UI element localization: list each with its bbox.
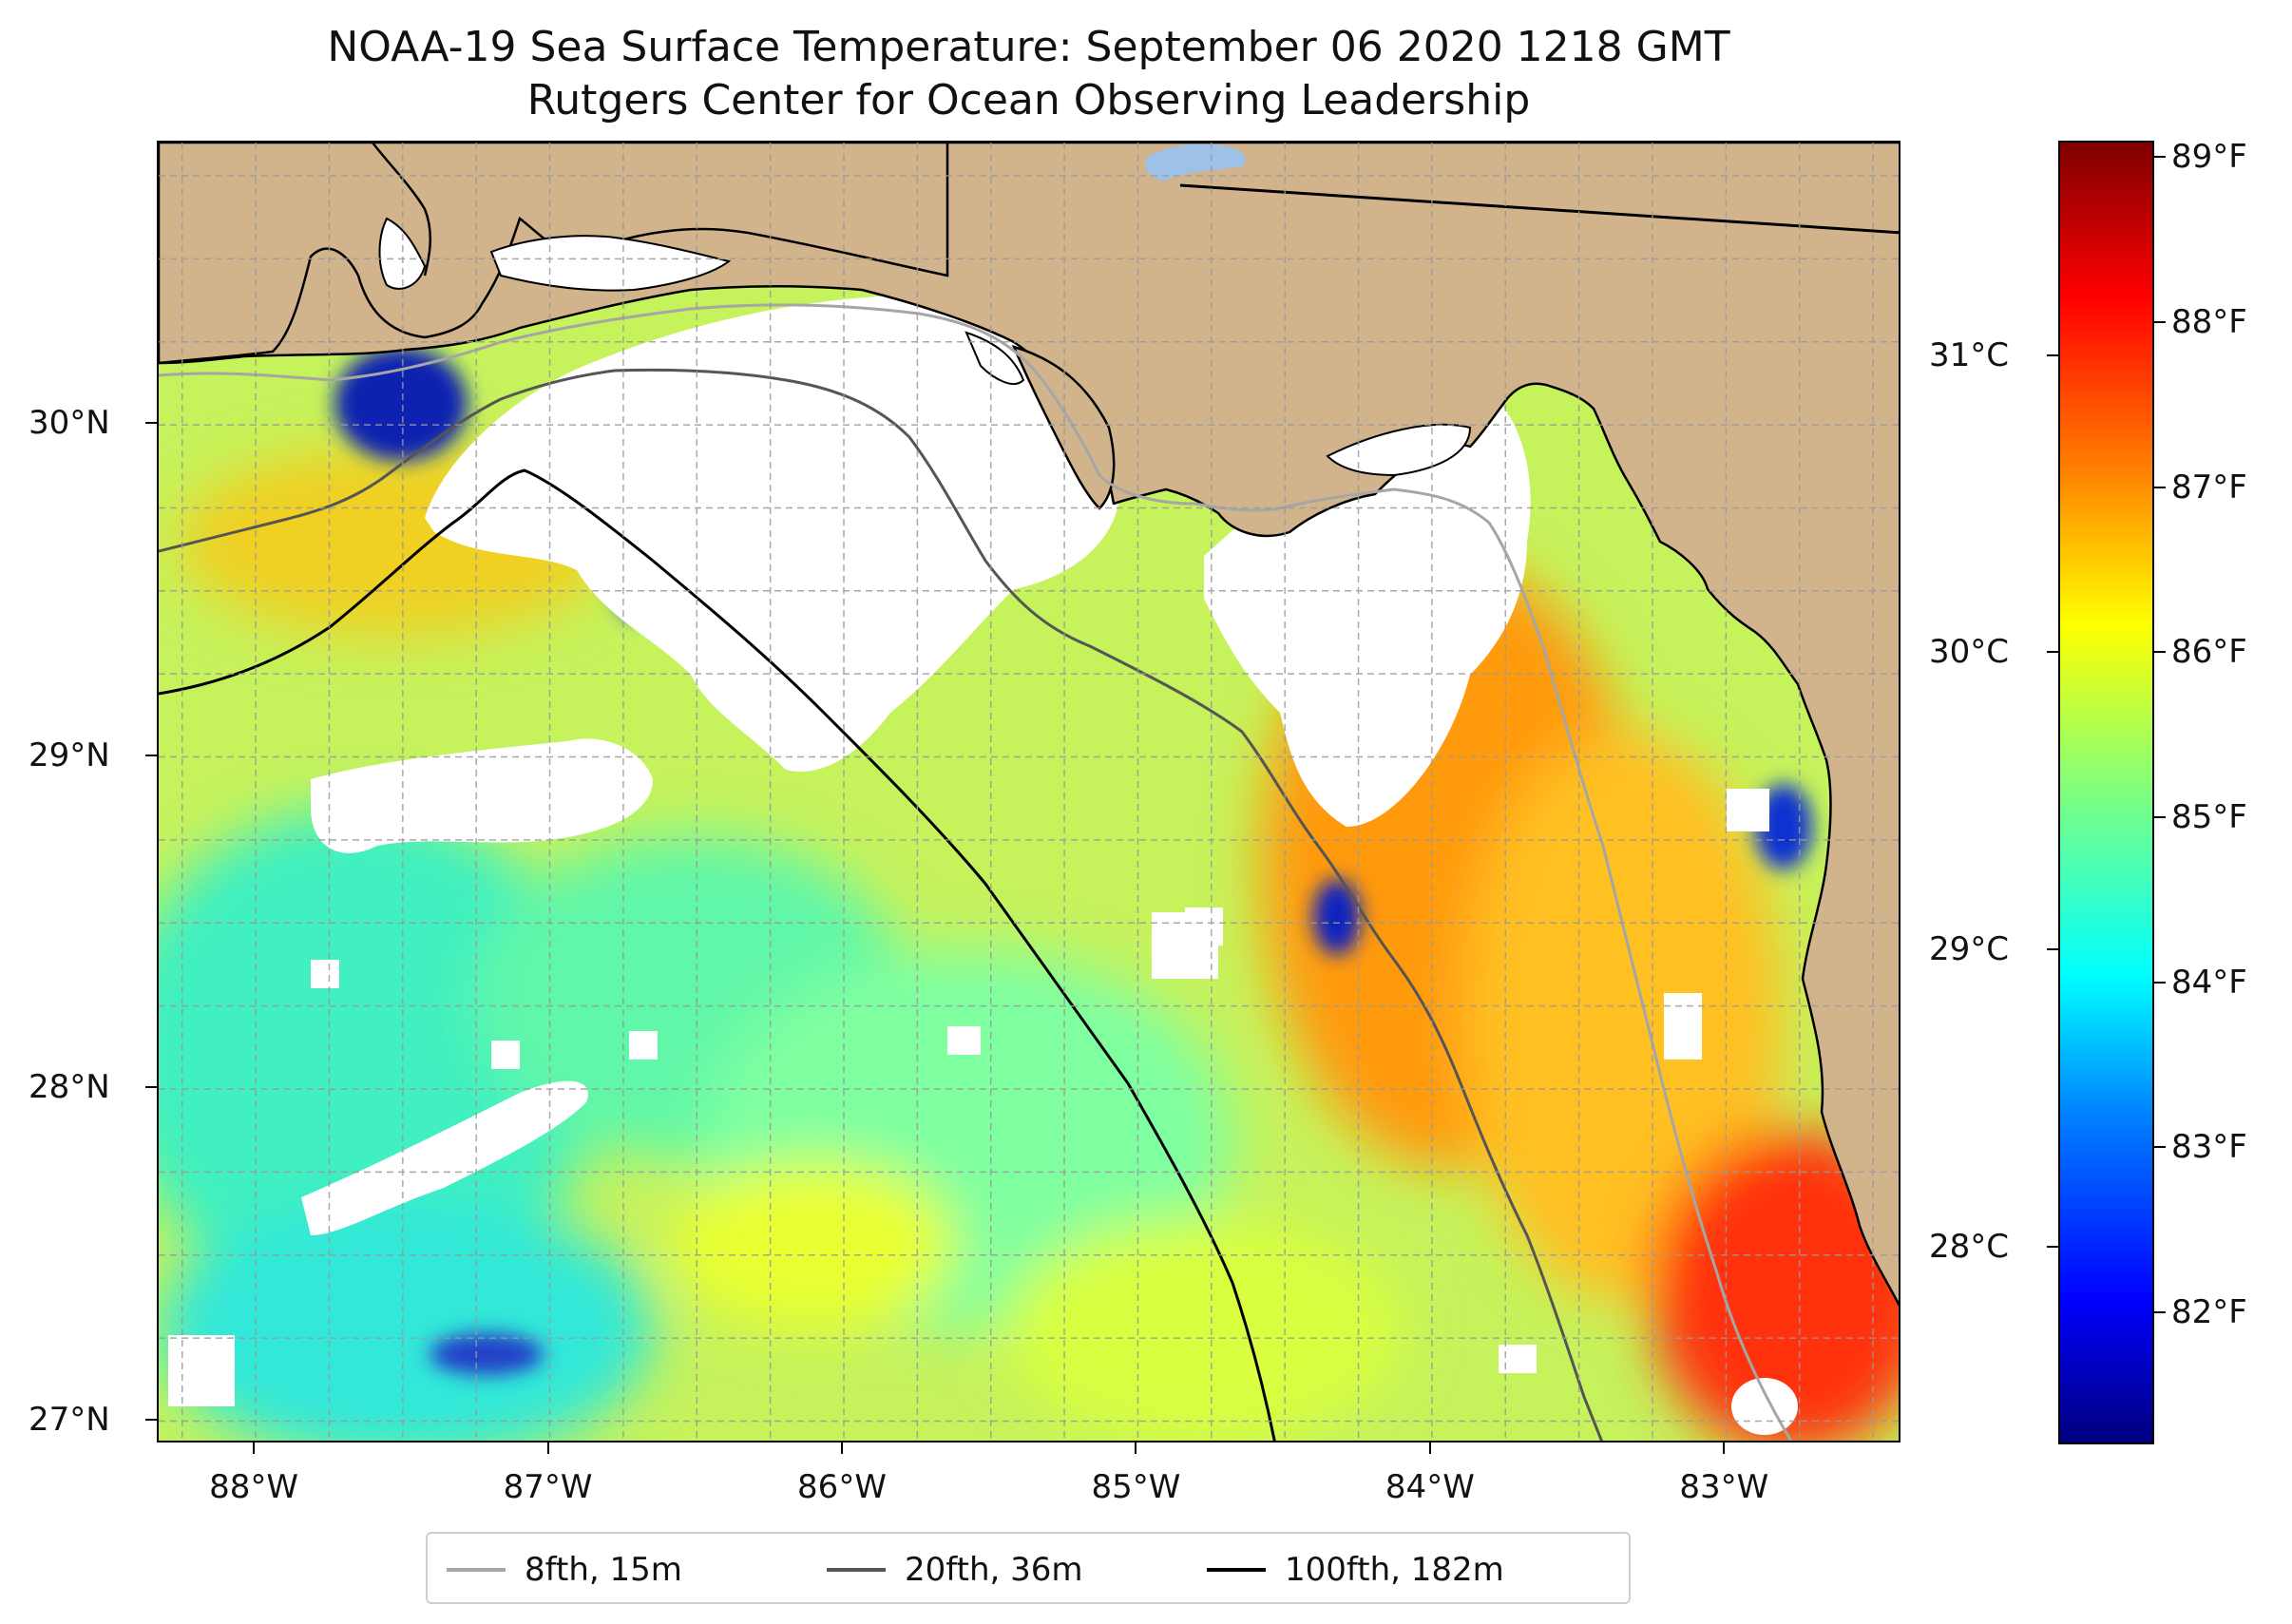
legend-label: 8fth, 15m (525, 1551, 682, 1589)
colorbar-f-label: 83°F (2171, 1128, 2247, 1167)
cloud-southwest-band (301, 1080, 588, 1235)
longitude-label: 83°W (1679, 1468, 1769, 1506)
bay-mobile (378, 217, 427, 290)
latitude-tick (145, 422, 157, 425)
longitude-tick (841, 1442, 843, 1454)
colorbar-f-tick (2154, 321, 2166, 324)
legend-label: 20fth, 36m (905, 1551, 1083, 1589)
contour-20fth (159, 368, 1604, 1441)
bays (378, 217, 1472, 477)
cloud-patch-c (1664, 993, 1702, 1060)
latitude-tick (145, 1418, 157, 1421)
colorbar-f-tick (2154, 981, 2166, 984)
colorbar-f-label: 88°F (2171, 303, 2247, 342)
hot-water-southeast (1651, 1131, 1899, 1441)
bay-apalachicola (1326, 423, 1472, 477)
colorbar-f-tick (2154, 486, 2166, 488)
cloud-patch-h (629, 1031, 658, 1060)
cold-patch-south (430, 1333, 544, 1375)
longitude-tick (1135, 1442, 1137, 1454)
legend-swatch (447, 1568, 506, 1572)
colorbar-c-label: 29°C (1929, 929, 2010, 968)
legend-swatch (827, 1568, 886, 1572)
colorbar-c-label: 28°C (1929, 1227, 2010, 1266)
warm-water-shelf (1461, 732, 1784, 1302)
longitude-tick (253, 1442, 256, 1454)
longitude-tick (1428, 1442, 1431, 1454)
colorbar-c-tick (2047, 353, 2058, 356)
colorbar-f-label: 86°F (2171, 633, 2247, 672)
latitude-tick (145, 1086, 157, 1089)
cloud-patch-a (705, 518, 772, 570)
longitude-label: 87°W (503, 1468, 593, 1506)
latitude-label: 27°N (29, 1400, 110, 1439)
chart-subtitle: Rutgers Center for Ocean Observing Leade… (526, 76, 1531, 124)
colorbar-f-label: 85°F (2171, 798, 2247, 837)
colorbar-c-tick (2047, 947, 2058, 950)
cloud-patch-f (1499, 1345, 1537, 1373)
state-border-west (372, 143, 432, 277)
state-border (1179, 183, 1899, 235)
cold-patch-apalachee (1313, 879, 1361, 955)
latitude-label: 29°N (29, 736, 110, 774)
contour-8fth (159, 303, 1793, 1441)
longitude-label: 88°W (209, 1468, 299, 1506)
legend-swatch (1207, 1568, 1266, 1572)
cloud-patch-i (947, 1026, 981, 1055)
gridlines (159, 143, 1899, 1441)
legend-label: 100fth, 182m (1285, 1551, 1504, 1589)
colorbar-f-label: 84°F (2171, 963, 2247, 1002)
cold-water-southwest (159, 1197, 653, 1441)
colorbar-f-label: 89°F (2171, 138, 2247, 177)
colorbar-c-label: 30°C (1929, 633, 2010, 672)
bay-pensacola-choctawhatchee (489, 235, 732, 292)
colorbar-c-tick (2047, 651, 2058, 654)
colorbar-f-label: 82°F (2171, 1293, 2247, 1332)
colorbar-f-tick (2154, 156, 2166, 159)
sst-map (157, 141, 1900, 1442)
colorbar-f-tick (2154, 816, 2166, 819)
contour-100fth (159, 468, 1276, 1441)
colorbar-f-tick (2154, 1146, 2166, 1149)
cloud-patch-e (1731, 1378, 1798, 1435)
cloud-west (311, 738, 653, 853)
lake-seminole (1145, 143, 1246, 181)
contour-legend: 8fth, 15m 20fth, 36m 100fth, 182m (426, 1532, 1631, 1604)
latitude-tick (145, 754, 157, 756)
latitude-label: 30°N (29, 404, 110, 443)
cloud-corner (168, 1335, 235, 1406)
longitude-label: 86°W (797, 1468, 887, 1506)
chart-title: NOAA-19 Sea Surface Temperature: Septemb… (327, 23, 1730, 71)
cloud-patch-d (1727, 789, 1769, 831)
colorbar-c-label: 31°C (1929, 335, 2010, 374)
longitude-tick (1723, 1442, 1726, 1454)
colorbar-c-tick (2047, 1245, 2058, 1248)
mid-water-south (672, 1159, 957, 1330)
longitude-tick (546, 1442, 549, 1454)
latitude-label: 28°N (29, 1068, 110, 1107)
colorbar-f-tick (2154, 1311, 2166, 1314)
cloud-patch-g (491, 1041, 520, 1069)
cloud-patch-j (311, 960, 339, 988)
longitude-label: 85°W (1091, 1468, 1181, 1506)
cloud-patch-l (1185, 908, 1223, 946)
land-north-bays (159, 143, 949, 365)
cloud-patch-k (558, 489, 596, 546)
colorbar-f-tick (2154, 651, 2166, 654)
cold-patch-bay (334, 347, 468, 461)
longitude-label: 84°W (1385, 1468, 1475, 1506)
sst-map-canvas (159, 143, 1899, 1441)
colorbar (2058, 141, 2154, 1444)
colorbar-f-label: 87°F (2171, 468, 2247, 506)
mid-water-southcentral (1004, 1216, 1404, 1441)
